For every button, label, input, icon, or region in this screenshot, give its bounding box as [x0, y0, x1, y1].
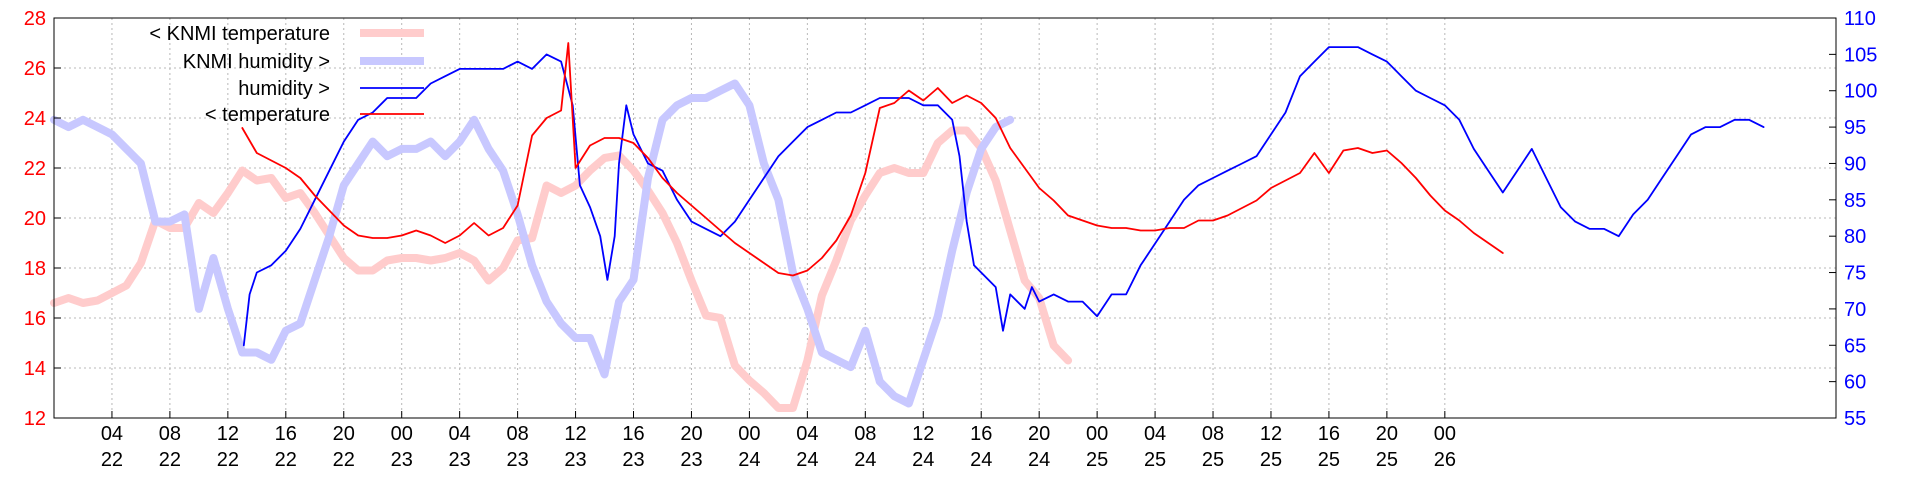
right-tick-label: 60	[1844, 372, 1866, 394]
x-tick-hour-label: 04	[1144, 423, 1166, 445]
left-tick-label: 24	[24, 108, 46, 130]
x-tick-day-label: 24	[854, 449, 876, 471]
x-tick-day-label: 26	[1434, 449, 1456, 471]
x-tick-day-label: 25	[1144, 449, 1166, 471]
x-tick-hour-label: 16	[1318, 423, 1340, 445]
x-tick-day-label: 22	[275, 449, 297, 471]
x-tick-hour-label: 12	[1260, 423, 1282, 445]
left-tick-label: 14	[24, 358, 46, 380]
right-tick-label: 95	[1844, 117, 1866, 139]
x-tick-day-label: 24	[1028, 449, 1050, 471]
x-tick-hour-label: 04	[101, 423, 123, 445]
right-tick-label: 110	[1844, 8, 1876, 30]
x-tick-hour-label: 16	[622, 423, 644, 445]
legend-label-2: humidity >	[238, 78, 330, 100]
right-tick-label: 85	[1844, 190, 1866, 212]
right-tick-label: 75	[1844, 263, 1866, 285]
x-tick-day-label: 24	[796, 449, 818, 471]
x-tick-hour-label: 00	[738, 423, 760, 445]
x-tick-hour-label: 08	[159, 423, 181, 445]
x-tick-hour-label: 16	[970, 423, 992, 445]
x-tick-day-label: 23	[391, 449, 413, 471]
series-line-1	[50, 79, 1015, 408]
x-tick-day-label: 24	[912, 449, 934, 471]
x-tick-day-label: 25	[1318, 449, 1340, 471]
x-tick-hour-label: 12	[217, 423, 239, 445]
x-tick-hour-label: 08	[1202, 423, 1224, 445]
series-line-0	[50, 126, 1073, 412]
x-tick-day-label: 25	[1376, 449, 1398, 471]
right-tick-label: 80	[1844, 226, 1866, 248]
x-tick-hour-label: 12	[564, 423, 586, 445]
x-tick-hour-label: 20	[333, 423, 355, 445]
x-tick-day-label: 23	[506, 449, 528, 471]
right-tick-label: 55	[1844, 408, 1866, 430]
axes	[53, 17, 1837, 419]
series-lines	[50, 42, 1765, 412]
x-tick-hour-label: 20	[680, 423, 702, 445]
x-tick-hour-label: 00	[1434, 423, 1456, 445]
legend-label-1: KNMI humidity >	[183, 51, 330, 73]
x-tick-hour-label: 20	[1376, 423, 1398, 445]
left-tick-label: 18	[24, 258, 46, 280]
left-tick-label: 26	[24, 58, 46, 80]
left-tick-label: 20	[24, 208, 46, 230]
x-tick-day-label: 23	[564, 449, 586, 471]
x-tick-hour-label: 16	[275, 423, 297, 445]
legend-label-0: < KNMI temperature	[149, 23, 330, 45]
x-tick-day-label: 22	[333, 449, 355, 471]
x-tick-day-label: 25	[1260, 449, 1282, 471]
left-tick-label: 12	[24, 408, 46, 430]
legend: < KNMI temperature KNMI humidity > humidit…	[149, 23, 424, 126]
left-tick-label: 22	[24, 158, 46, 180]
x-tick-hour-label: 08	[506, 423, 528, 445]
x-tick-day-label: 22	[159, 449, 181, 471]
x-tick-hour-label: 00	[391, 423, 413, 445]
x-tick-day-label: 23	[622, 449, 644, 471]
x-tick-day-label: 22	[101, 449, 123, 471]
x-tick-hour-label: 04	[449, 423, 471, 445]
x-tick-day-label: 23	[449, 449, 471, 471]
series-line-2	[242, 46, 1765, 347]
x-tick-hour-label: 04	[796, 423, 818, 445]
x-tick-day-label: 24	[970, 449, 992, 471]
x-tick-hour-label: 12	[912, 423, 934, 445]
x-tick-hour-label: 20	[1028, 423, 1050, 445]
right-tick-label: 65	[1844, 335, 1866, 357]
x-tick-day-label: 23	[680, 449, 702, 471]
left-tick-label: 16	[24, 308, 46, 330]
right-tick-label: 105	[1844, 44, 1877, 66]
x-tick-day-label: 25	[1086, 449, 1108, 471]
legend-label-3: < temperature	[205, 104, 330, 126]
x-tick-day-label: 24	[738, 449, 760, 471]
x-tick-hour-label: 00	[1086, 423, 1108, 445]
right-tick-label: 70	[1844, 299, 1866, 321]
x-tick-day-label: 25	[1202, 449, 1224, 471]
right-tick-label: 100	[1844, 81, 1877, 103]
tick-labels: 12 14 16 18 20 22 24 26 28 55 60 65 70 75 80 85 90 95 100 1…	[24, 8, 1878, 471]
x-tick-day-label: 22	[217, 449, 239, 471]
right-tick-label: 90	[1844, 153, 1866, 175]
left-tick-label: 28	[24, 8, 46, 30]
x-tick-hour-label: 08	[854, 423, 876, 445]
series-line-3	[241, 42, 1504, 277]
